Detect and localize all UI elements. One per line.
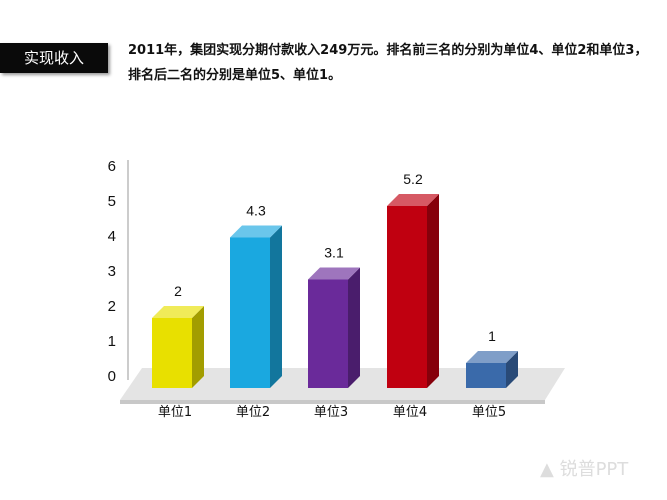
y-tick-label: 6 [108,158,116,175]
x-tick-label: 单位1 [158,405,192,420]
y-tick-label: 2 [108,298,116,315]
data-label: 1 [488,328,496,344]
data-label: 2 [174,283,182,299]
x-tick-label: 单位2 [236,405,270,420]
bar-side [506,351,518,388]
bar-top [152,306,204,318]
bar [308,279,348,388]
y-tick-label: 0 [108,368,116,385]
description-line-2: 排名后二名的分别是单位5、单位1。 [128,68,342,83]
description-line-1: 2011年，集团实现分期付款收入249万元。排名前三名的分别为单位4、单位2和单… [128,43,648,58]
data-label: 5.2 [403,171,423,187]
bar [466,363,506,388]
description: 2011年，集团实现分期付款收入249万元。排名前三名的分别为单位4、单位2和单… [128,38,658,88]
watermark-text: 锐普PPT [559,459,629,480]
bar [387,206,427,388]
bar-side [348,267,360,388]
chart-floor-edge [120,400,545,404]
bar-top [466,351,518,363]
y-tick-label: 1 [108,333,116,350]
bar-top [230,225,282,238]
bar-side [192,306,204,388]
data-label: 4.3 [246,203,266,219]
bar [230,237,270,388]
x-tick-label: 单位3 [314,405,348,420]
bar [152,318,192,388]
section-tag: 实现收入 [0,43,108,73]
x-tick-label: 单位4 [393,405,427,420]
y-tick-label: 4 [108,228,116,245]
bar-top [387,194,439,206]
data-label: 3.1 [324,245,344,261]
bar-top [308,267,360,280]
bar-side [270,225,282,388]
y-tick-label: 5 [108,193,116,210]
bar-side [427,194,439,388]
watermark-logo: ▲ 锐普PPT [540,459,629,480]
x-tick-label: 单位5 [472,405,506,420]
y-tick-label: 3 [108,263,116,280]
